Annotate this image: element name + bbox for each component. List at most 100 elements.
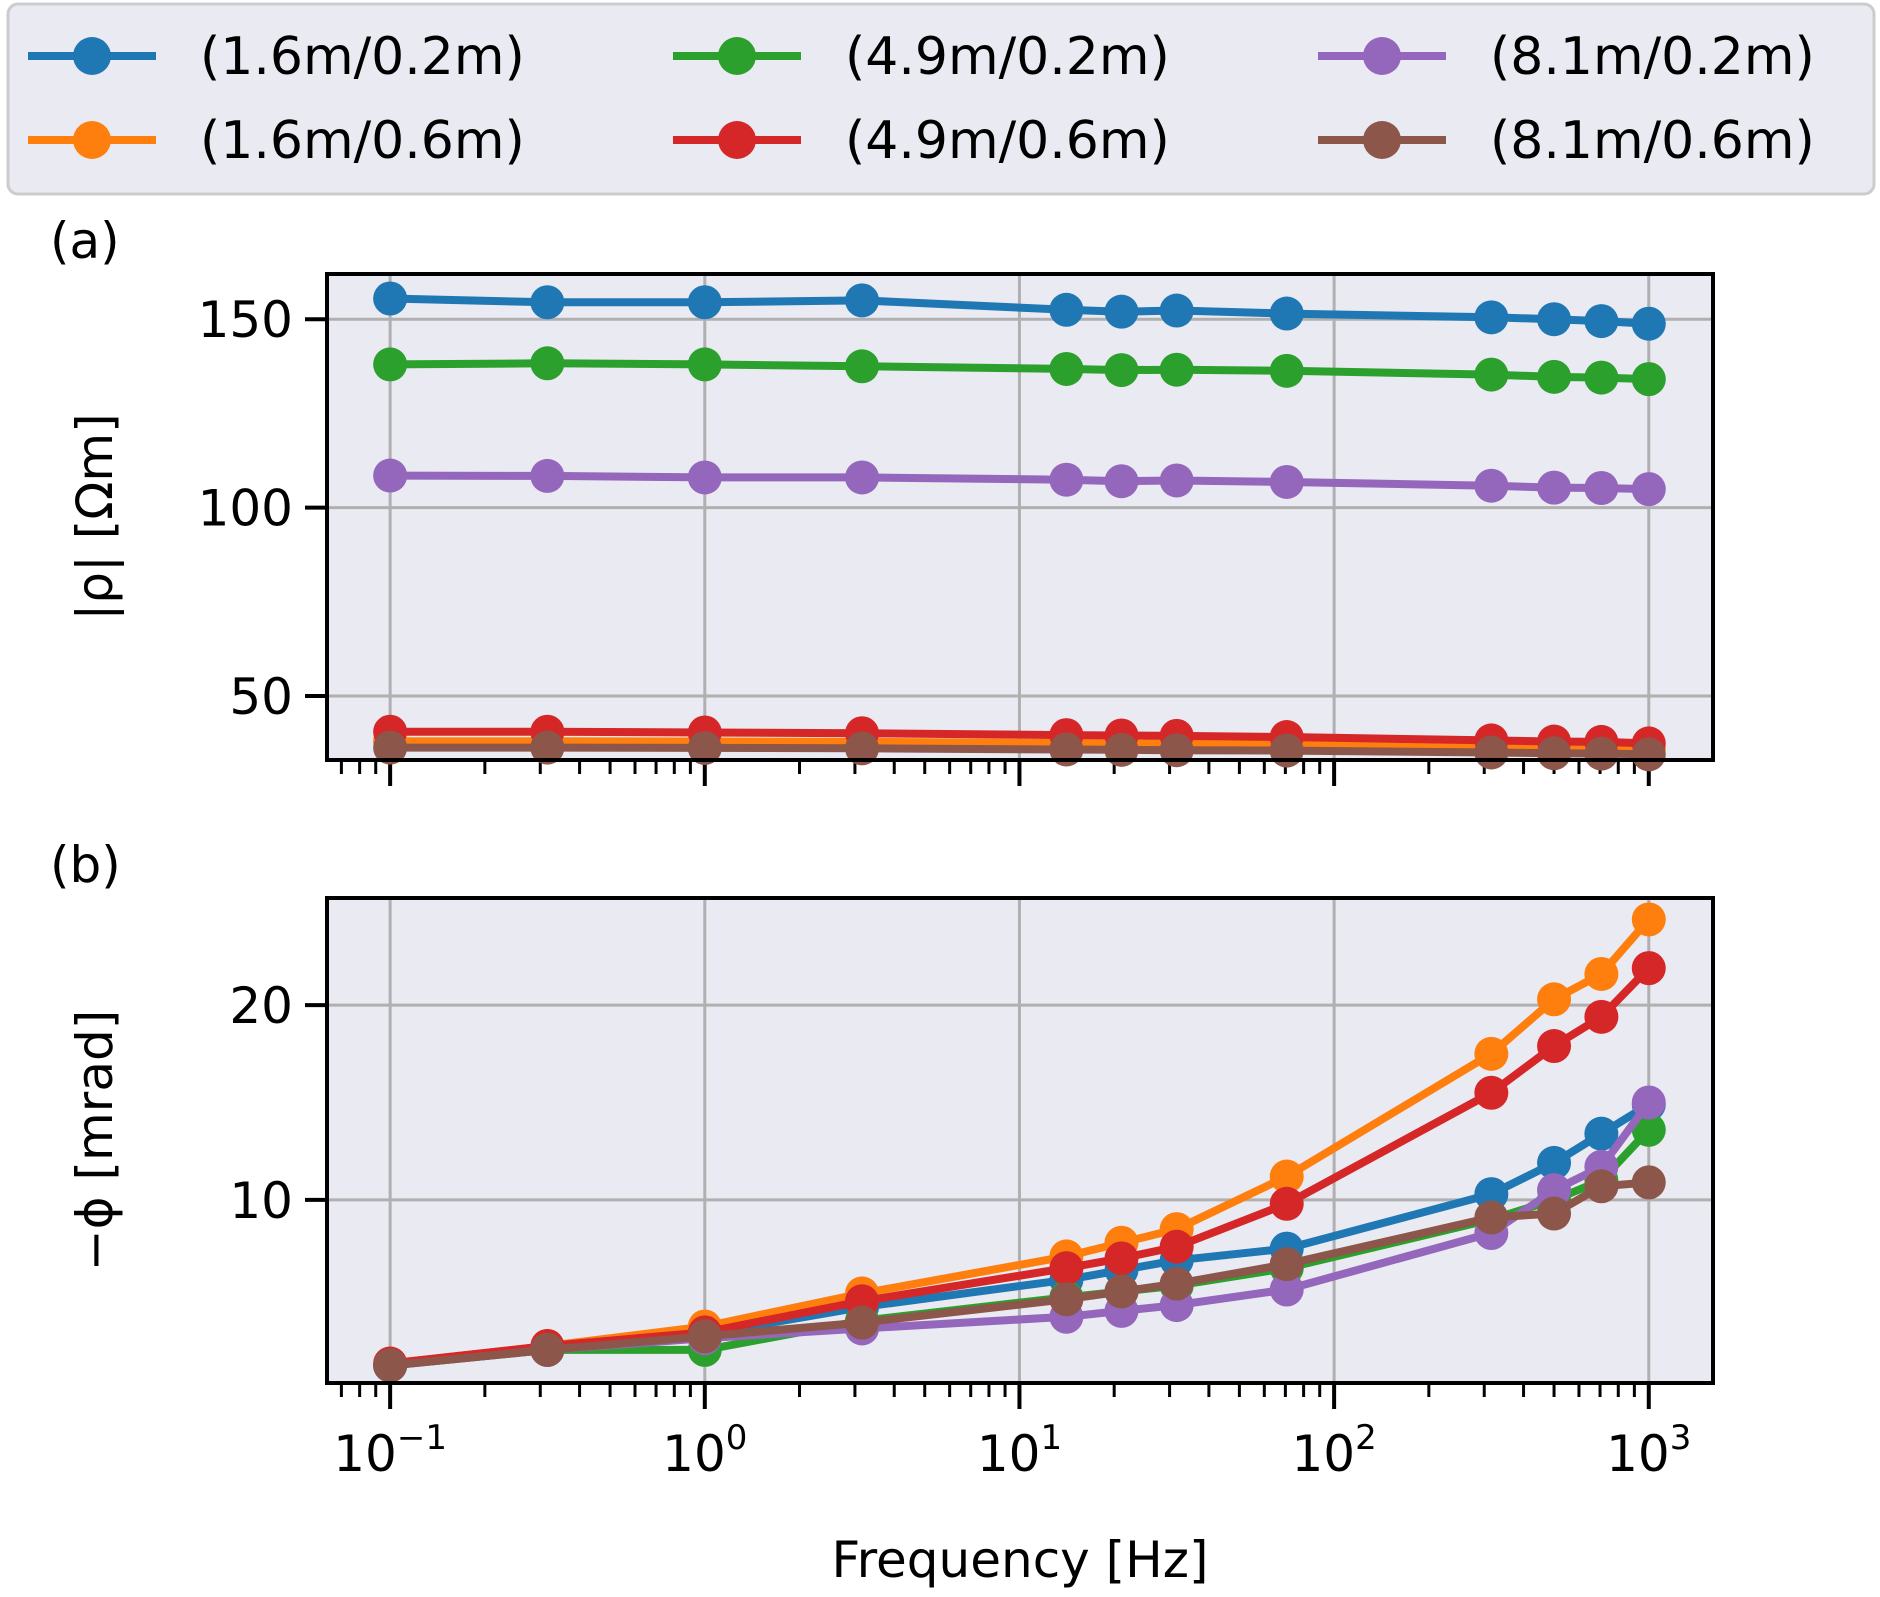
data-point	[1537, 359, 1572, 394]
data-point	[1537, 1173, 1572, 1208]
data-point	[530, 458, 565, 493]
legend-marker	[718, 37, 756, 75]
panel-label: (a)	[50, 212, 120, 270]
legend-marker	[718, 121, 756, 159]
x-tick-label: 101	[977, 1418, 1062, 1483]
data-point	[1159, 293, 1194, 328]
data-point	[1474, 735, 1509, 770]
data-point	[1269, 296, 1304, 331]
data-point	[1474, 357, 1509, 392]
y-axis-label: |ρ| [Ωm]	[66, 413, 124, 620]
series	[373, 281, 1666, 341]
data-point	[1049, 1251, 1084, 1286]
data-point	[687, 347, 722, 382]
data-point	[1474, 1200, 1509, 1235]
panel-label: (b)	[50, 836, 121, 894]
legend-label: (4.9m/0.6m)	[845, 111, 1170, 171]
legend-label: (1.6m/0.2m)	[200, 27, 525, 87]
data-point	[1049, 462, 1084, 497]
data-point	[1159, 733, 1194, 768]
data-point	[1584, 360, 1619, 395]
data-point	[1537, 470, 1572, 505]
data-point	[1269, 1247, 1304, 1282]
data-point	[373, 1348, 408, 1383]
data-point	[845, 460, 880, 495]
y-tick-label: 50	[229, 668, 293, 726]
legend-label: (8.1m/0.6m)	[1490, 111, 1815, 171]
data-point	[1631, 951, 1666, 986]
data-point	[1631, 737, 1666, 772]
legend-label: (8.1m/0.2m)	[1490, 27, 1815, 87]
data-point	[1159, 352, 1194, 387]
data-point	[1631, 1165, 1666, 1200]
data-point	[1631, 362, 1666, 397]
legend-frame	[6, 2, 1876, 196]
series	[373, 458, 1666, 507]
data-point	[1104, 464, 1139, 499]
legend-marker	[73, 121, 111, 159]
data-point	[1631, 472, 1666, 507]
panel-b: 10 20 (b) −ϕ [mrad]	[50, 836, 1715, 1409]
data-point	[1104, 353, 1139, 388]
data-point	[1049, 732, 1084, 767]
data-point	[373, 347, 408, 382]
data-point	[1537, 1145, 1572, 1180]
plot-frame	[325, 896, 1715, 1385]
data-point	[1584, 470, 1619, 505]
legend-entry: (4.9m/0.6m)	[673, 111, 1170, 171]
data-point	[1474, 1177, 1509, 1212]
data-point	[373, 458, 408, 493]
legend-entry: (4.9m/0.2m)	[673, 27, 1170, 87]
legend-label: (4.9m/0.2m)	[845, 27, 1170, 87]
data-point	[530, 346, 565, 381]
data-point	[1269, 464, 1304, 499]
data-point	[1584, 1116, 1619, 1151]
legend-marker	[1363, 121, 1401, 159]
data-point	[845, 1305, 880, 1340]
y-tick-label: 100	[198, 480, 293, 538]
data-point	[373, 730, 408, 765]
legend-entry: (1.6m/0.2m)	[28, 27, 525, 87]
plot-frame	[325, 272, 1715, 762]
data-point	[1049, 351, 1084, 386]
data-point	[687, 730, 722, 765]
panel-a: 50 100 150 (a) |ρ| [Ωm]	[50, 212, 1715, 786]
legend-entry: (8.1m/0.2m)	[1318, 27, 1815, 87]
data-point	[1537, 1029, 1572, 1064]
data-point	[1159, 463, 1194, 498]
series	[373, 346, 1666, 397]
data-point	[1269, 1159, 1304, 1194]
data-point	[1584, 956, 1619, 991]
legend-marker	[73, 37, 111, 75]
data-point	[1631, 306, 1666, 341]
data-point	[530, 285, 565, 320]
data-point	[687, 285, 722, 320]
data-point	[1269, 733, 1304, 768]
data-point	[845, 349, 880, 384]
data-point	[1049, 292, 1084, 327]
data-point	[1159, 1229, 1194, 1264]
data-point	[1537, 736, 1572, 771]
series	[373, 1165, 1666, 1383]
data-point	[1631, 1112, 1666, 1147]
data-point	[530, 730, 565, 765]
data-point	[1474, 300, 1509, 335]
data-point	[1269, 1186, 1304, 1221]
data-point	[1584, 736, 1619, 771]
legend-marker	[1363, 37, 1401, 75]
data-point	[1537, 302, 1572, 337]
x-tick-label: 100	[662, 1418, 747, 1483]
data-point	[1584, 304, 1619, 339]
data-point	[1537, 1196, 1572, 1231]
data-point	[1104, 1274, 1139, 1309]
data-point	[1474, 1036, 1509, 1071]
data-point	[1049, 1282, 1084, 1317]
data-point	[1631, 1085, 1666, 1120]
data-point	[1269, 1272, 1304, 1307]
y-tick-label: 20	[229, 977, 293, 1035]
x-tick-label: 103	[1606, 1418, 1691, 1483]
data-point	[687, 1319, 722, 1354]
x-tick-label: 102	[1291, 1418, 1376, 1483]
